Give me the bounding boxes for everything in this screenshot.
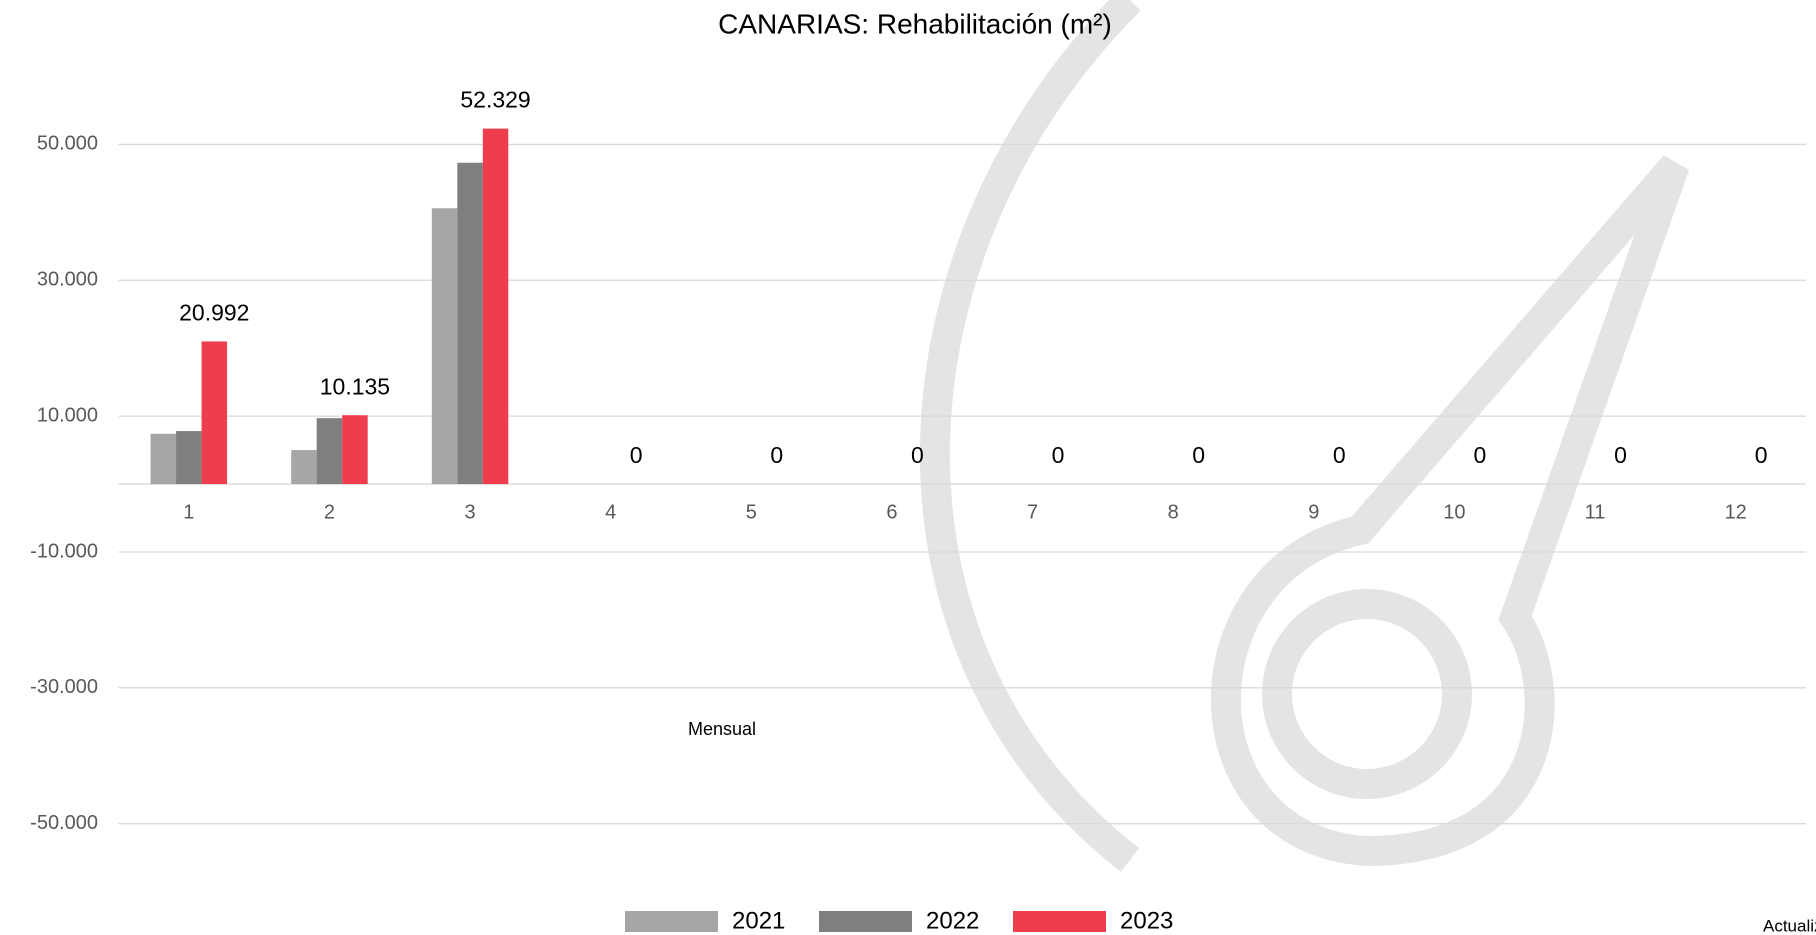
bar <box>201 341 228 485</box>
x-tick-label: 10 <box>1443 501 1465 523</box>
x-tick-label: 7 <box>1027 501 1038 523</box>
bar <box>291 450 317 485</box>
data-label: 52.329 <box>460 87 530 113</box>
x-tick-label: 2 <box>324 501 335 523</box>
data-label: 0 <box>1614 442 1627 468</box>
chart-title: CANARIAS: Rehabilitación (m²) <box>718 8 1112 39</box>
x-tick-label: 3 <box>465 501 476 523</box>
y-tick-label: -50.000 <box>30 812 98 834</box>
legend-swatch <box>1013 911 1106 932</box>
data-label: 0 <box>770 442 783 468</box>
x-tick-label: 4 <box>605 501 616 523</box>
legend-label: 2023 <box>1120 907 1173 934</box>
footnote: Actualización de datos 26 <box>1763 916 1816 935</box>
bar <box>482 128 509 485</box>
watermark-circle <box>1262 589 1472 799</box>
watermark-pin <box>1210 155 1690 867</box>
x-tick-label: 5 <box>746 501 757 523</box>
data-label: 0 <box>1474 442 1487 468</box>
data-label: 20.992 <box>179 300 249 326</box>
legend-swatch <box>625 911 718 932</box>
legend-swatch <box>819 911 912 932</box>
bar <box>150 433 177 485</box>
legend-label: 2021 <box>732 907 785 934</box>
data-label: 0 <box>1333 442 1346 468</box>
x-tick-label: 8 <box>1168 501 1179 523</box>
bar <box>431 208 458 485</box>
data-label: 10.135 <box>320 373 390 399</box>
y-tick-label: 10.000 <box>37 404 98 426</box>
x-tick-label: 12 <box>1725 501 1747 523</box>
x-tick-label: 1 <box>183 501 194 523</box>
bar <box>457 162 483 485</box>
bar <box>176 431 202 485</box>
y-tick-label: -30.000 <box>30 676 98 698</box>
data-label: 0 <box>911 442 924 468</box>
x-tick-label: 11 <box>1585 501 1606 523</box>
watermark <box>920 0 1690 872</box>
x-axis-label: Mensual <box>688 719 756 739</box>
watermark-arc <box>920 0 1141 872</box>
data-label: 0 <box>1192 442 1205 468</box>
data-label: 0 <box>630 442 643 468</box>
y-tick-label: 30.000 <box>37 269 98 291</box>
x-tick-label: 6 <box>886 501 897 523</box>
legend-label: 2022 <box>926 907 979 934</box>
x-tick-label: 9 <box>1308 501 1319 523</box>
bar <box>316 418 343 485</box>
y-tick-label: 50.000 <box>37 133 98 155</box>
bar <box>342 415 368 485</box>
y-tick-label: -10.000 <box>30 540 98 562</box>
data-label: 0 <box>1052 442 1065 468</box>
data-label: 0 <box>1755 442 1768 468</box>
